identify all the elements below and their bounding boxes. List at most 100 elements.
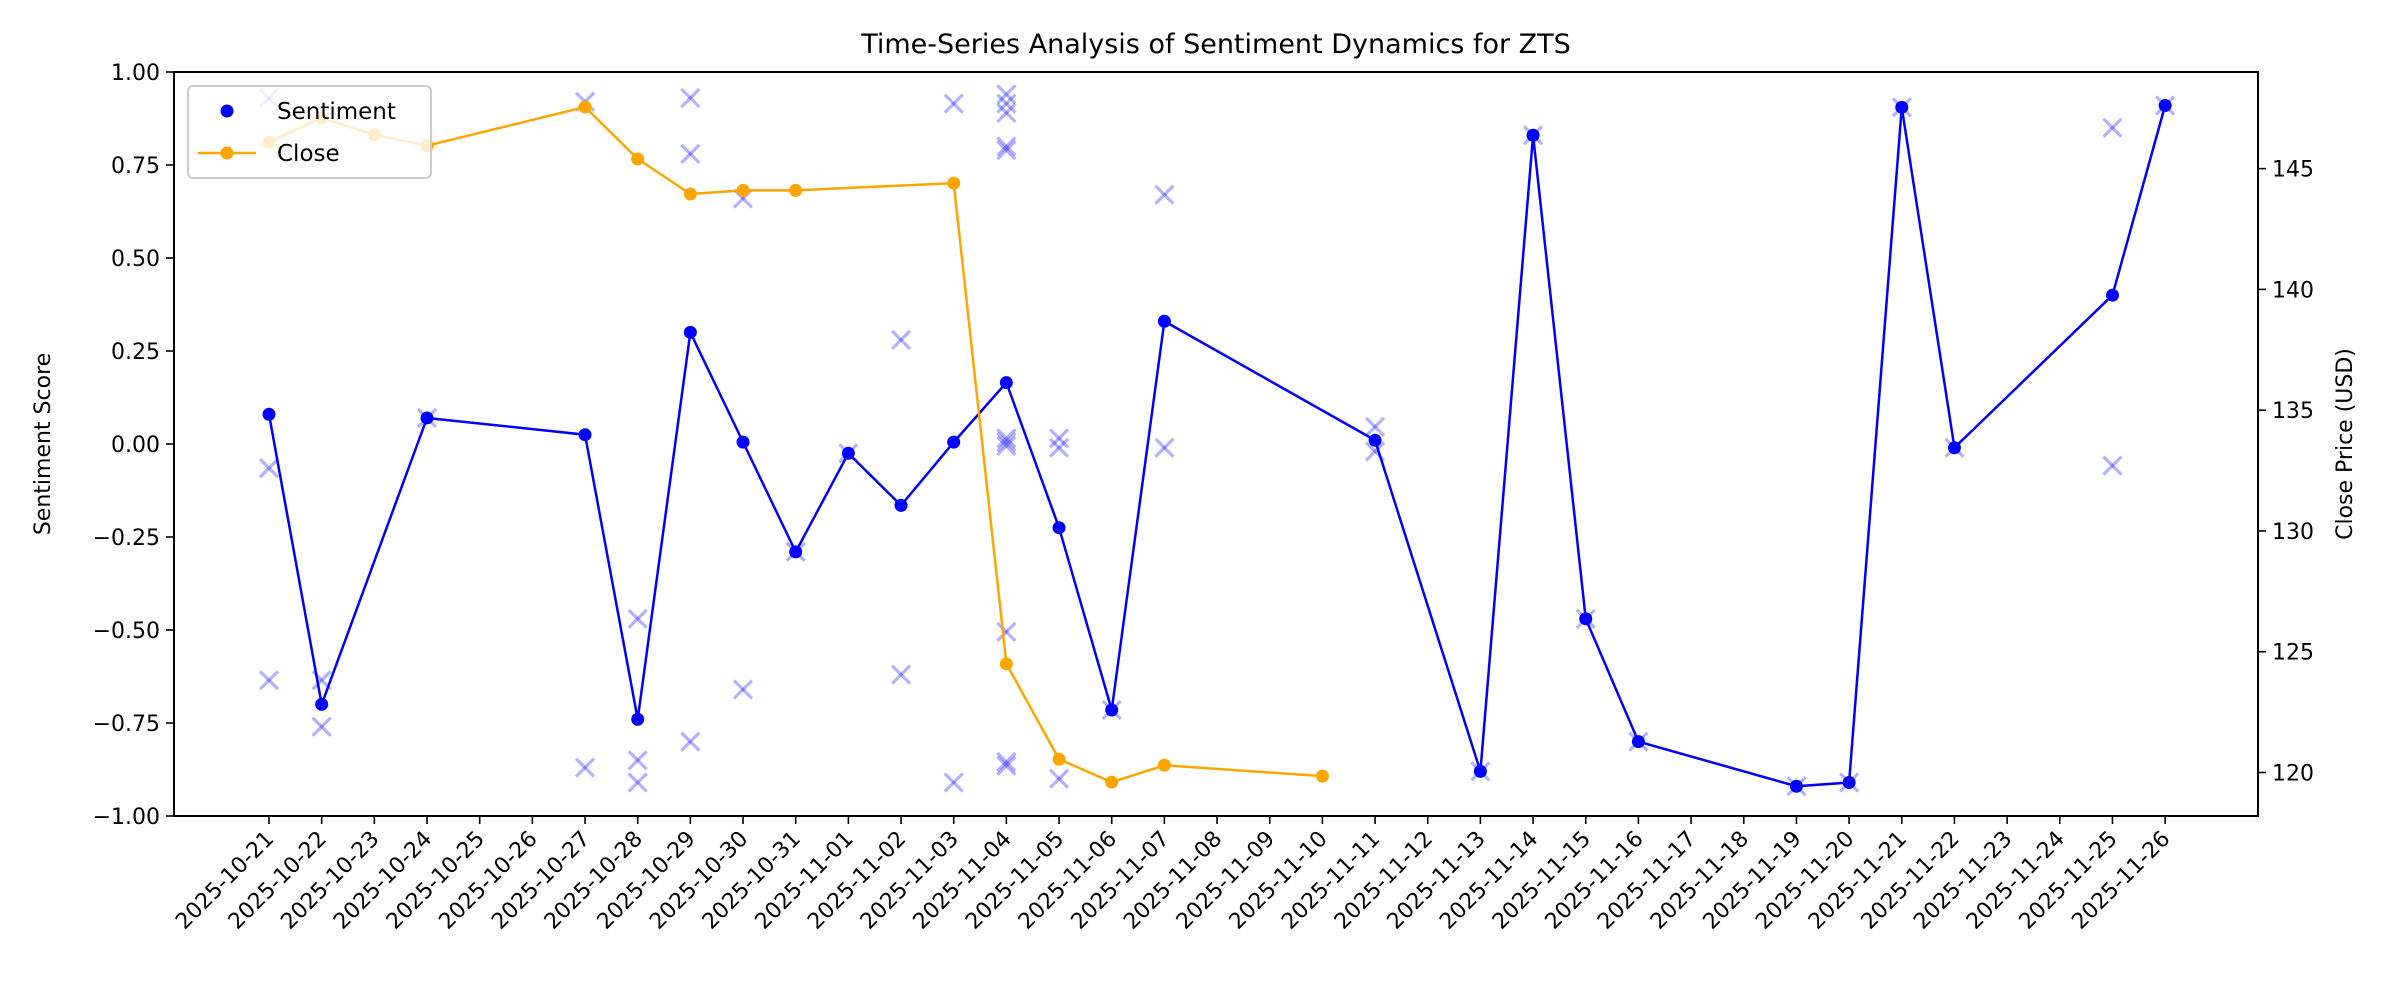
y2-tick-label: 140 (2272, 278, 2314, 303)
y2-axis-label: Close Price (USD) (2333, 348, 2358, 540)
y-tick-label: 0.50 (111, 247, 160, 272)
close-point (578, 100, 592, 114)
sentiment-point (2105, 288, 2119, 302)
close-point (1157, 758, 1171, 772)
sentiment-x-marker (680, 731, 701, 752)
sentiment-x-marker (1048, 428, 1070, 449)
y2-tick-label: 145 (2272, 158, 2314, 183)
sentiment-x-marker (627, 772, 648, 793)
sentiment-point (1842, 776, 1856, 790)
sentiment-x-marker (996, 751, 1017, 773)
sentiment-point (631, 712, 645, 726)
sentiment-x-marker (1364, 416, 1386, 438)
sentiment-x-marker (996, 621, 1017, 642)
legend-sentiment-label: Sentiment (277, 99, 396, 125)
sentiment-x-marker (680, 143, 701, 164)
chart-title: Time-Series Analysis of Sentiment Dynami… (860, 29, 1571, 60)
sentiment-x-marker (890, 664, 912, 685)
sentiment-x-marker (2102, 117, 2123, 138)
y-tick-label: −0.75 (93, 712, 160, 737)
sentiment-point (947, 435, 961, 449)
sentiment-x-marker (996, 435, 1017, 456)
sentiment-x-marker (1154, 184, 1175, 205)
sentiment-point (2158, 98, 2172, 112)
legend-box (187, 85, 432, 179)
sentiment-point (1895, 100, 1909, 114)
sentiment-point (1052, 521, 1066, 535)
y-tick-label: −0.50 (93, 619, 160, 644)
sentiment-x-marker (2102, 455, 2123, 476)
sentiment-point (1526, 128, 1540, 142)
close-line (268, 105, 1323, 784)
close-point (999, 657, 1013, 671)
sentiment-x-marker (1154, 437, 1175, 458)
sentiment-x-marker (996, 428, 1017, 449)
plot-frame (173, 71, 2259, 817)
sentiment-x-marker (258, 458, 280, 479)
y-tick-label: −1.00 (93, 805, 160, 830)
close-point (736, 183, 750, 197)
sentiment-x-marker (311, 716, 332, 737)
sentiment-x-marker (627, 750, 648, 771)
sentiment-point (999, 376, 1013, 390)
y-tick-label: 0.00 (111, 433, 160, 458)
sentiment-x-marker (574, 757, 596, 778)
sentiment-point (1631, 735, 1645, 749)
y-tick-label: 1.00 (111, 61, 160, 86)
close-point (1315, 769, 1329, 783)
sentiment-point (1947, 441, 1961, 455)
close-point (1105, 775, 1119, 789)
sentiment-point (1473, 764, 1487, 778)
sentiment-point (1157, 314, 1171, 328)
sentiment-point (578, 428, 592, 442)
plot-area (258, 84, 2176, 797)
legend-close-label: Close (277, 141, 340, 167)
sentiment-x-marker (996, 84, 1017, 105)
close-point (683, 187, 697, 201)
sentiment-x-marker (680, 87, 701, 109)
sentiment-point (841, 446, 855, 460)
sentiment-point (1105, 703, 1119, 717)
close-point (947, 176, 961, 190)
sentiment-x-marker (732, 679, 754, 700)
y2-tick-label: 120 (2272, 762, 2314, 787)
sentiment-point (420, 411, 434, 425)
sentiment-x-marker (996, 755, 1017, 776)
sentiment-x-marker (996, 93, 1017, 114)
y-tick-label: 0.75 (111, 154, 160, 179)
sentiment-x-marker (996, 136, 1017, 157)
sentiment-x-marker (627, 608, 648, 629)
sentiment-x-marker (943, 772, 964, 793)
y-axis-label: Sentiment Score (31, 353, 56, 535)
sentiment-line (267, 105, 2167, 788)
sentiment-point (315, 697, 329, 711)
sentiment-point (1579, 612, 1593, 626)
legend: Sentiment Close (187, 85, 432, 179)
sentiment-x-marker (1048, 437, 1070, 458)
y2-tick-label: 135 (2272, 399, 2314, 424)
y2-tick-label: 125 (2272, 641, 2314, 666)
axes: 1.00 0.75 0.50 0.25 0.00 −0.25 −0.50 −0.75 −1.00… (93, 61, 2314, 935)
sentiment-x-marker (996, 432, 1017, 453)
sentiment-x-marker (996, 139, 1017, 161)
sentiment-x-marker (996, 102, 1017, 124)
close-point (789, 183, 803, 197)
sentiment-point (683, 325, 697, 339)
sentiment-point (262, 407, 276, 421)
sentiment-point (789, 545, 803, 559)
legend-close-marker-icon (220, 146, 234, 160)
sentiment-point (1368, 433, 1382, 447)
close-point (1052, 752, 1066, 766)
y-tick-label: −0.25 (93, 526, 160, 551)
sentiment-x-marker (943, 93, 964, 114)
sentiment-point (894, 498, 908, 512)
sentiment-point (1789, 779, 1803, 793)
sentiment-point (736, 435, 750, 449)
y2-tick-label: 130 (2272, 520, 2314, 545)
y-tick-label: 0.25 (111, 340, 160, 365)
sentiment-x-marker (890, 329, 912, 350)
close-point (631, 152, 645, 166)
legend-sentiment-marker-icon (220, 104, 234, 118)
